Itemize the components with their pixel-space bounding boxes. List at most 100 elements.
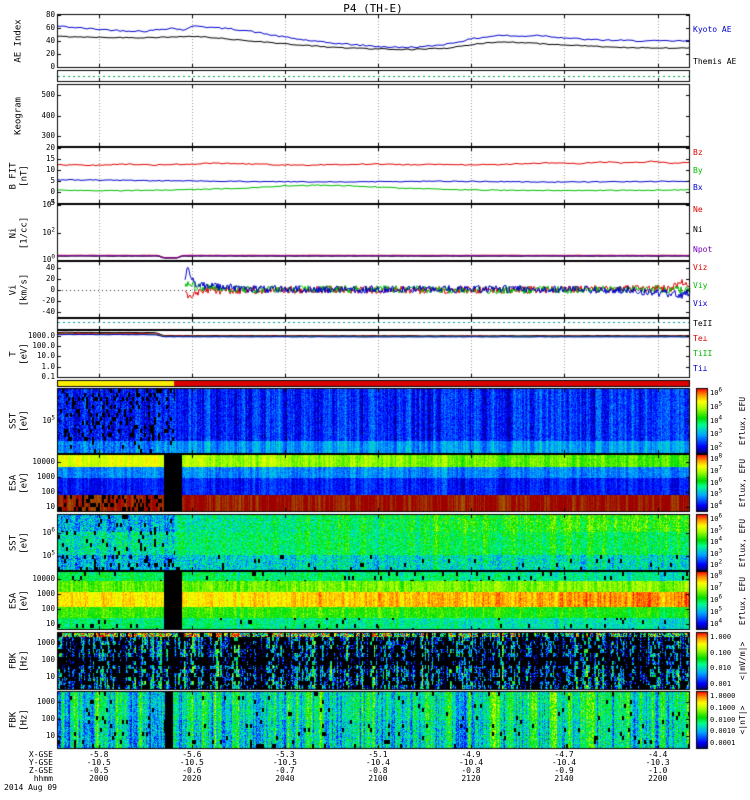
y-tick-label: -40	[41, 306, 55, 316]
y-tick-label: 15	[45, 154, 55, 163]
series-label: Bx	[693, 183, 703, 193]
colorbar-tick-label: 105	[710, 605, 723, 616]
y-tick-label: 0.1	[41, 372, 55, 381]
series-label: Vix	[693, 299, 708, 309]
colorbar-tick-label: 103	[710, 427, 723, 439]
colorbar-unit-label: Eflux, EFU	[738, 576, 747, 625]
panel-ylabel-units: [1/cc]	[19, 216, 30, 249]
y-tick-label: 40	[45, 262, 55, 272]
colorbar-tick-label: 104	[710, 414, 723, 425]
y-tick-label: 60	[45, 23, 55, 32]
y-tick-label: 10	[45, 731, 55, 741]
y-tick-label: 20	[45, 49, 55, 58]
y-tick-label: 1000	[36, 697, 55, 707]
colorbar-tick-label: 0.100	[710, 648, 732, 657]
plot-title: P4 (TH-E)	[343, 2, 403, 15]
panel-ylabel-units: [eV]	[19, 343, 30, 365]
y-tick-label: 400	[41, 110, 55, 120]
x-tick-value-label: -10.4	[458, 758, 484, 767]
colorbar-tick-label: 0.0001	[710, 739, 736, 747]
colorbar-unit-label: <|nT|>	[738, 705, 747, 735]
colorbar-tick-label: 107	[710, 464, 723, 475]
x-tick-value-label: 2200	[648, 774, 668, 783]
panel-ylabel: T	[8, 351, 19, 357]
x-tick-value-label: 2040	[275, 774, 295, 783]
x-tick-value-label: -0.8	[461, 766, 481, 775]
panel-ylabel: Keogram	[13, 96, 24, 135]
colorbar-tick-label: 0.0100	[710, 715, 736, 724]
series-label: Bz	[693, 147, 703, 157]
colorbar-tick-label: 102	[710, 558, 723, 569]
colorbar-tick-label: 0.010	[710, 664, 732, 673]
series-label: Te⊥	[693, 333, 708, 343]
series-label: TiII	[693, 349, 713, 358]
x-tick-value-label: -10.5	[179, 758, 204, 767]
colorbar-tick-label: 0.1000	[710, 703, 736, 712]
series-label: Viy	[693, 281, 708, 291]
y-tick-label: 20	[45, 143, 55, 152]
panel-ylabel: ESA	[8, 474, 19, 492]
colorbar-tick-label: 0.001	[710, 680, 732, 688]
colorbar-tick-label: 106	[710, 593, 723, 604]
panel-ylabel: SST	[8, 412, 19, 430]
colorbar-tick-label: 108	[710, 452, 723, 463]
y-tick-label: -5	[45, 198, 55, 207]
x-tick-value-label: 2120	[461, 774, 481, 783]
y-tick-label: 1000	[36, 471, 55, 481]
y-tick-label: 40	[45, 36, 55, 45]
x-tick-value-label: -5.1	[368, 750, 388, 759]
panel-ylabel: B FIT	[8, 161, 19, 190]
x-tick-value-label: -5.6	[182, 750, 202, 759]
y-tick-label: 106	[42, 526, 55, 537]
colorbar-tick-label: 0.0010	[710, 727, 736, 736]
y-tick-label: 10000	[32, 574, 55, 584]
y-tick-label: 0	[50, 284, 55, 294]
panel-ylabel-units: [eV]	[19, 472, 30, 494]
y-tick-label: 100	[41, 714, 55, 724]
colorbar-tick-label: 104	[710, 617, 723, 628]
panel-ylabel-units: [eV]	[19, 531, 30, 554]
x-tick-value-label: 2020	[182, 774, 202, 783]
x-tick-value-label: -0.8	[368, 766, 388, 775]
y-tick-label: 300	[41, 130, 55, 140]
panel-ylabel-units: [km/s]	[19, 273, 30, 306]
series-label: By	[693, 165, 703, 175]
colorbar-tick-label: 102	[710, 441, 723, 452]
series-label: TeII	[693, 319, 713, 328]
x-tick-value-label: 2140	[554, 774, 574, 783]
colorbar-unit-label: Eflux, EFU	[738, 458, 747, 508]
y-tick-label: 1000	[36, 638, 55, 648]
axis-row-label: hhmm	[33, 774, 53, 783]
x-tick-value-label: -0.9	[554, 766, 574, 775]
series-label: Viz	[693, 262, 708, 272]
panel-ylabel-units: [Hz]	[19, 650, 30, 672]
colorbar-tick-label: 106	[710, 476, 723, 487]
colorbar-tick-label: 104	[710, 499, 723, 510]
x-tick-value-label: -4.4	[648, 750, 668, 759]
colorbar-tick-label: 105	[710, 524, 723, 535]
y-tick-label: 80	[45, 10, 55, 19]
x-tick-value-label: 2100	[368, 774, 388, 783]
panel-ylabel: FBK	[8, 711, 19, 729]
x-tick-value-label: -10.5	[86, 758, 111, 767]
y-tick-label: 10	[45, 672, 55, 682]
colorbar-tick-label: 104	[710, 535, 723, 546]
series-label: Ni	[693, 224, 703, 234]
x-tick-value-label: -1.0	[648, 766, 668, 775]
y-tick-label: 1000	[36, 589, 55, 599]
x-tick-value-label: 2000	[89, 774, 109, 783]
axis-row-label: Z-GSE	[28, 766, 53, 775]
y-tick-label: 10	[45, 619, 55, 629]
y-tick-label: 100.0	[32, 341, 55, 351]
colorbar-unit-label: <|mV/m|>	[738, 641, 747, 681]
y-tick-label: 105	[42, 549, 55, 561]
colorbar-unit-label: Eflux, EFU	[738, 396, 747, 446]
y-tick-label: 1.0	[41, 361, 55, 371]
colorbar-tick-label: 106	[710, 386, 723, 397]
colorbar-tick-label: 105	[710, 400, 723, 411]
y-tick-label: 0	[50, 62, 55, 71]
y-tick-label: 10	[45, 501, 55, 511]
